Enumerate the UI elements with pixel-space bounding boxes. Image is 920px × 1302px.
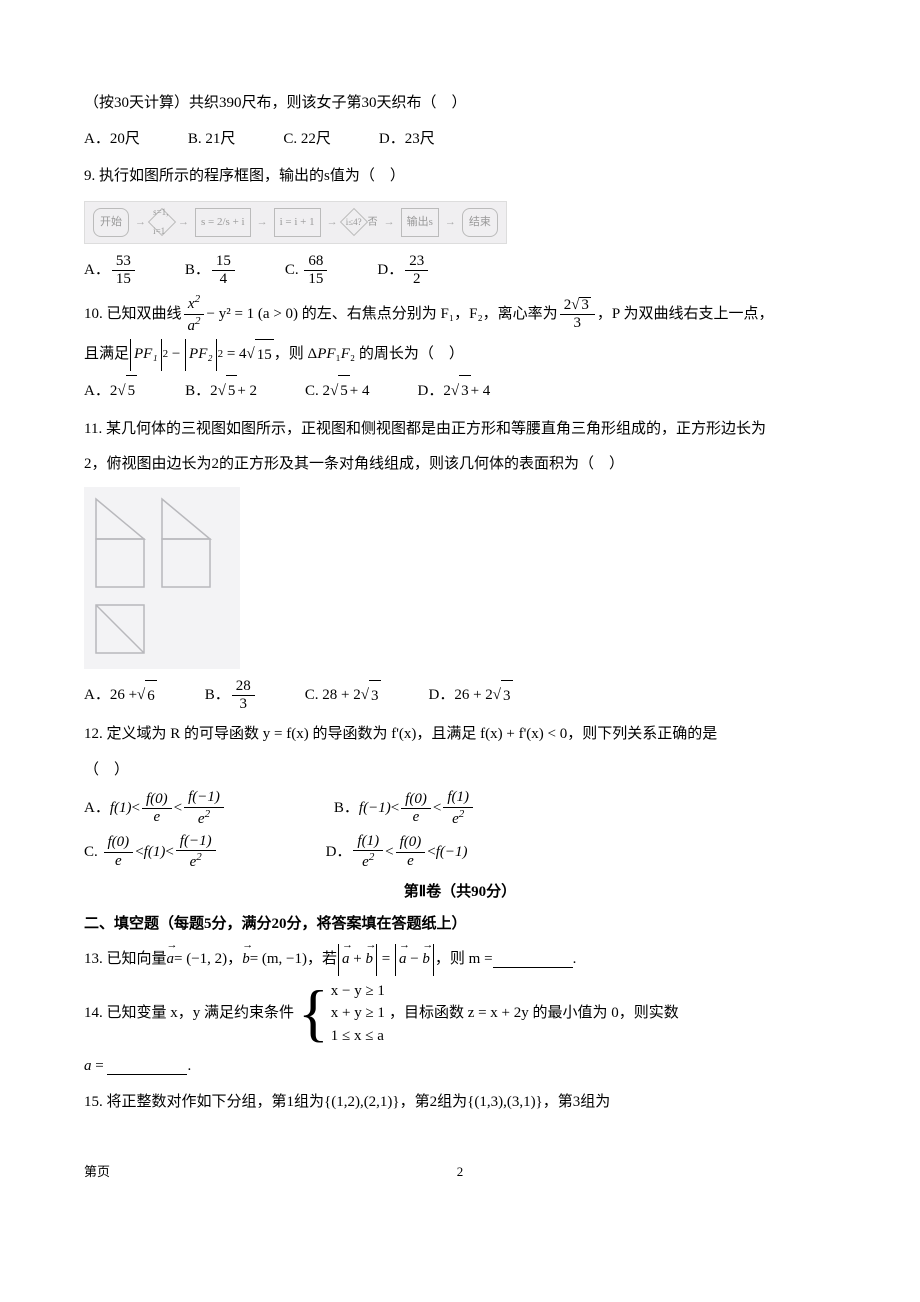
- blank-input[interactable]: [107, 1059, 187, 1075]
- q14-line2: a = .: [84, 1051, 836, 1083]
- flow-init-diamond: s=1, i=1: [148, 208, 176, 236]
- top-view-icon: [92, 601, 148, 657]
- q11-opt-d: D．26 + 2√3: [429, 680, 513, 713]
- q12-options-row2: C. f(0)e < f(1) < f(−1)e2 D． f(1)e2 < f(…: [84, 834, 836, 872]
- vector-a: a: [167, 944, 175, 976]
- q12-stem: 12. 定义域为 R 的可导函数 y = f(x) 的导函数为 f'(x)，且满…: [84, 719, 836, 751]
- q11-stem-line1: 11. 某几何体的三视图如图所示，正视图和侧视图都是由正方形和等腰直角三角形组成…: [84, 414, 836, 446]
- q12-paren: （ ）: [84, 755, 836, 787]
- q10-stem-line1: 10. 已知双曲线 x2 a2 − y² = 1 (a > 0) 的左、右焦点分…: [84, 294, 836, 335]
- q12-options-row1: A． f(1) < f(0)e < f(−1)e2 B． f(−1) < f(0…: [84, 790, 836, 828]
- fraction: 68 15: [304, 254, 327, 289]
- flow-out: 输出s: [401, 208, 439, 237]
- flow-end: 结束: [462, 208, 498, 237]
- q9-opt-c: C. 68 15: [285, 254, 330, 289]
- q10-stem-line2: 且满足 PF₁2 − PF₂2 = 4√15 ，则 ΔPF₁F₂ 的周长为（ ）: [84, 339, 836, 372]
- q8-opt-b: B. 21尺: [188, 124, 236, 156]
- q9-opt-d: D． 23 2: [377, 254, 430, 289]
- q10-opt-a: A．2√5: [84, 375, 137, 408]
- q11-options: A．26 + √6 B． 28 3 C. 28 + 2√3 D．26 + 2√3: [84, 679, 836, 714]
- side-view-icon: [158, 495, 214, 591]
- q10-opt-b: B．2√5 + 2: [185, 375, 257, 408]
- arrow-icon: [255, 211, 270, 234]
- front-view-icon: [92, 495, 148, 591]
- q8-opt-a: A．20尺: [84, 124, 140, 156]
- q10-lead: 10. 已知双曲线: [84, 299, 182, 331]
- q11-three-view-diagram: [84, 487, 240, 669]
- q9-stem: 9. 执行如图所示的程序框图，输出的s值为（ ）: [84, 161, 836, 193]
- q10-opt-c: C. 2√5 + 4: [305, 375, 369, 408]
- blank-input[interactable]: [493, 952, 573, 968]
- q12-opt-d: D． f(1)e2 < f(0)e < f(−1): [326, 834, 468, 872]
- part2-title: 第Ⅱ卷（共90分）: [84, 877, 836, 909]
- abs-pf2: PF₂: [185, 339, 217, 371]
- q8-stem: （按30天计算）共织390尺布，则该女子第30天织布（ ）: [84, 88, 836, 120]
- arrow-icon: [325, 211, 340, 234]
- q8-text: （按30天计算）共织390尺布，则该女子第30天织布（ ）: [84, 88, 467, 120]
- q9-opt-a: A． 53 15: [84, 254, 137, 289]
- abs-a-minus-b: a − b: [395, 944, 434, 976]
- q12-opt-c: C. f(0)e < f(1) < f(−1)e2: [84, 834, 218, 872]
- q9-opt-b: B． 15 4: [185, 254, 237, 289]
- q14-line1: 14. 已知变量 x，y 满足约束条件 { x − y ≥ 1 x + y ≥ …: [84, 980, 836, 1048]
- q8-opt-d: D．23尺: [379, 124, 435, 156]
- flow-step2: i = i + 1: [274, 208, 321, 237]
- page-number: 2: [84, 1158, 836, 1185]
- arrow-icon: [133, 211, 148, 234]
- fraction: 15 4: [212, 254, 235, 289]
- fraction: x2 a2: [184, 294, 205, 335]
- q12-opt-b: B． f(−1) < f(0)e < f(1)e2: [334, 790, 475, 828]
- vector-b: b: [242, 944, 250, 976]
- q8-opt-c: C. 22尺: [283, 124, 331, 156]
- q11-stem-line2: 2，俯视图由边长为2的正方形及其一条对角线组成，则该几何体的表面积为（ ）: [84, 449, 836, 481]
- q10-mid: − y² = 1 (a > 0) 的左、右焦点分别为 F₁，F₂，离心率为: [207, 299, 558, 331]
- q10-tail1: ，P 为双曲线右支上一点，: [597, 299, 774, 331]
- fraction: 53 15: [112, 254, 135, 289]
- abs-pf1: PF₁: [130, 339, 162, 371]
- fraction: 2√3 3: [560, 297, 595, 333]
- footer-left: 第页: [84, 1158, 110, 1185]
- fraction: 23 2: [405, 254, 428, 289]
- q9-options: A． 53 15 B． 15 4 C. 68 15 D． 23 2: [84, 254, 836, 289]
- q12-opt-a: A． f(1) < f(0)e < f(−1)e2: [84, 790, 226, 828]
- arrow-icon: [382, 211, 397, 234]
- page-footer: 第页 2: [84, 1158, 836, 1185]
- q11-opt-b: B． 28 3: [205, 679, 257, 714]
- q10-opt-d: D．2√3 + 4: [418, 375, 491, 408]
- q8-options: A．20尺 B. 21尺 C. 22尺 D．23尺: [84, 124, 836, 156]
- arrow-icon: [176, 211, 191, 234]
- q9-flowchart: 开始 s=1, i=1 s = 2/s + i i = i + 1 i≤4? 否…: [84, 201, 507, 244]
- q10-options: A．2√5 B．2√5 + 2 C. 2√5 + 4 D．2√3 + 4: [84, 375, 836, 408]
- section2-heading: 二、填空题（每题5分，满分20分，将答案填在答题纸上）: [84, 909, 836, 941]
- system-brace: { x − y ≥ 1 x + y ≥ 1 1 ≤ x ≤ a: [298, 980, 385, 1048]
- fraction: 28 3: [232, 679, 255, 714]
- flow-step1: s = 2/s + i: [195, 208, 251, 237]
- q13: 13. 已知向量 a = (−1, 2)， b = (m, −1)，若 a + …: [84, 944, 836, 976]
- abs-a-plus-b: a + b: [338, 944, 377, 976]
- flow-start: 开始: [93, 208, 129, 237]
- q11-opt-c: C. 28 + 2√3: [305, 680, 381, 713]
- q11-opt-a: A．26 + √6: [84, 680, 157, 713]
- arrow-icon: [443, 211, 458, 234]
- q15: 15. 将正整数对作如下分组，第1组为{(1,2),(2,1)}，第2组为{(1…: [84, 1087, 836, 1119]
- flow-cond: i≤4?: [339, 208, 367, 236]
- flow-no: 否: [368, 212, 378, 233]
